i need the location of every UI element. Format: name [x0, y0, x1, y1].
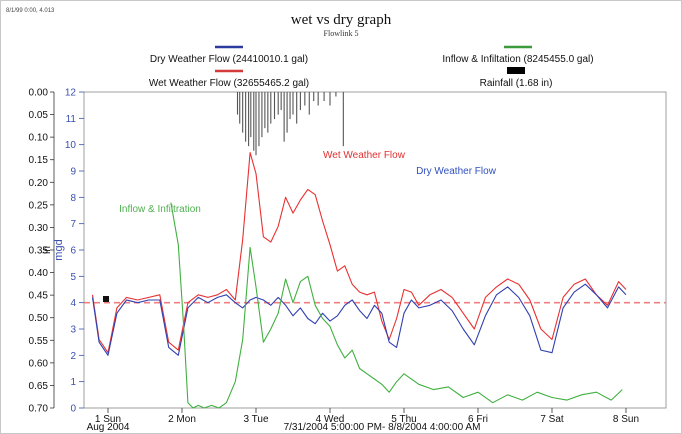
y-rain-tick-label: 0.50	[29, 313, 49, 324]
x-tick-label: 6 Fri	[468, 414, 488, 425]
y-flow-tick-label: 2	[70, 351, 76, 362]
x-tick-label: 7 Sat	[540, 414, 564, 425]
y-rain-tick-label: 0.60	[29, 358, 49, 369]
y-rain-tick-label: 0.35	[29, 246, 49, 257]
y-flow-tick-label: 0	[70, 404, 76, 415]
y-flow-tick-label: 7	[70, 219, 76, 230]
y-flow-tick-label: 11	[66, 114, 77, 125]
series-line-dry-weather-flow	[91, 283, 627, 356]
y-axis-flow-label: mgd	[53, 239, 65, 260]
legend: Dry Weather Flow (24410010.1 gal) Wet We…	[149, 45, 594, 89]
y-rain-tick-label: 0.45	[29, 291, 49, 302]
y-rain-tick-label: 0.65	[29, 381, 49, 392]
chart-title: wet vs dry graph	[291, 12, 392, 28]
x-tick-label: 5 Thu	[391, 414, 416, 425]
legend-label-inflow: Inflow & Infiltation (8245455.0 gal)	[442, 54, 593, 65]
legend-swatch-rainfall	[507, 67, 525, 74]
annotation-inflow-infiltration: Inflow & Infiltration	[119, 204, 201, 215]
x-tick-label: 2 Mon	[168, 414, 196, 425]
annotation-wet-weather-flow: Wet Weather Flow	[323, 150, 406, 161]
y-flow-tick-label: 6	[70, 246, 76, 257]
y-rain-tick-label: 0.15	[29, 155, 49, 166]
y-rain-tick-label: 0.05	[29, 110, 49, 121]
y-flow-tick-label: 12	[65, 88, 77, 99]
y-flow-tick-label: 3	[70, 325, 76, 336]
annotation-dry-weather-flow: Dry Weather Flow	[416, 166, 497, 177]
rainfall-bars	[236, 92, 344, 156]
y-axis-rainfall: 0.00 0.05 0.10 0.15 0.20 0.25 0.30 0.35 0.40 0.45…	[29, 88, 55, 415]
y-axis-rain-label: in	[42, 246, 53, 254]
x-tick-label: 1 Sun	[95, 414, 121, 425]
series-line-wet-weather-flow	[91, 152, 627, 354]
y-rain-tick-label: 0.30	[29, 223, 49, 234]
chart-subtitle: Flowlink 5	[324, 29, 359, 38]
x-tick-label: 8 Sun	[613, 414, 639, 425]
y-flow-tick-label: 9	[70, 167, 76, 178]
y-rain-tick-label: 0.70	[29, 404, 49, 415]
x-axis: 1 Sun 2 Mon 3 Tue 4 Wed 5 Thu 6 Fri 7 Sat 8 Sun	[95, 408, 639, 425]
y-flow-tick-label: 5	[70, 272, 76, 283]
x-tick-label: 4 Wed	[316, 414, 345, 425]
series-lines	[91, 152, 627, 409]
y-flow-tick-label: 8	[70, 193, 76, 204]
x-axis-label: 7/31/2004 5:00:00 PM- 8/8/2004 4:00:00 A…	[284, 422, 481, 433]
y-flow-tick-label: 1	[70, 377, 76, 388]
y-rain-tick-label: 0.10	[29, 133, 49, 144]
y-rain-tick-label: 0.40	[29, 268, 49, 279]
start-marker	[103, 296, 109, 302]
x-tick-label: 3 Tue	[243, 414, 268, 425]
series-line-inflow-infiltration	[170, 202, 623, 409]
y-flow-tick-label: 4	[70, 298, 76, 309]
legend-label-rainfall: Rainfall (1.68 in)	[480, 78, 553, 89]
y-flow-tick-label: 10	[65, 140, 77, 151]
x-axis-sub-label: Aug 2004	[87, 422, 130, 433]
y-rain-tick-label: 0.25	[29, 200, 49, 211]
y-rain-tick-label: 0.55	[29, 336, 49, 347]
timestamp-stamp: 8/1/99 0:00, 4.013	[6, 8, 55, 14]
legend-label-dry: Dry Weather Flow (24410010.1 gal)	[150, 54, 308, 65]
y-rain-tick-label: 0.20	[29, 178, 49, 189]
y-rain-tick-label: 0.00	[29, 88, 49, 99]
legend-label-wet: Wet Weather Flow (32655465.2 gal)	[149, 78, 309, 89]
